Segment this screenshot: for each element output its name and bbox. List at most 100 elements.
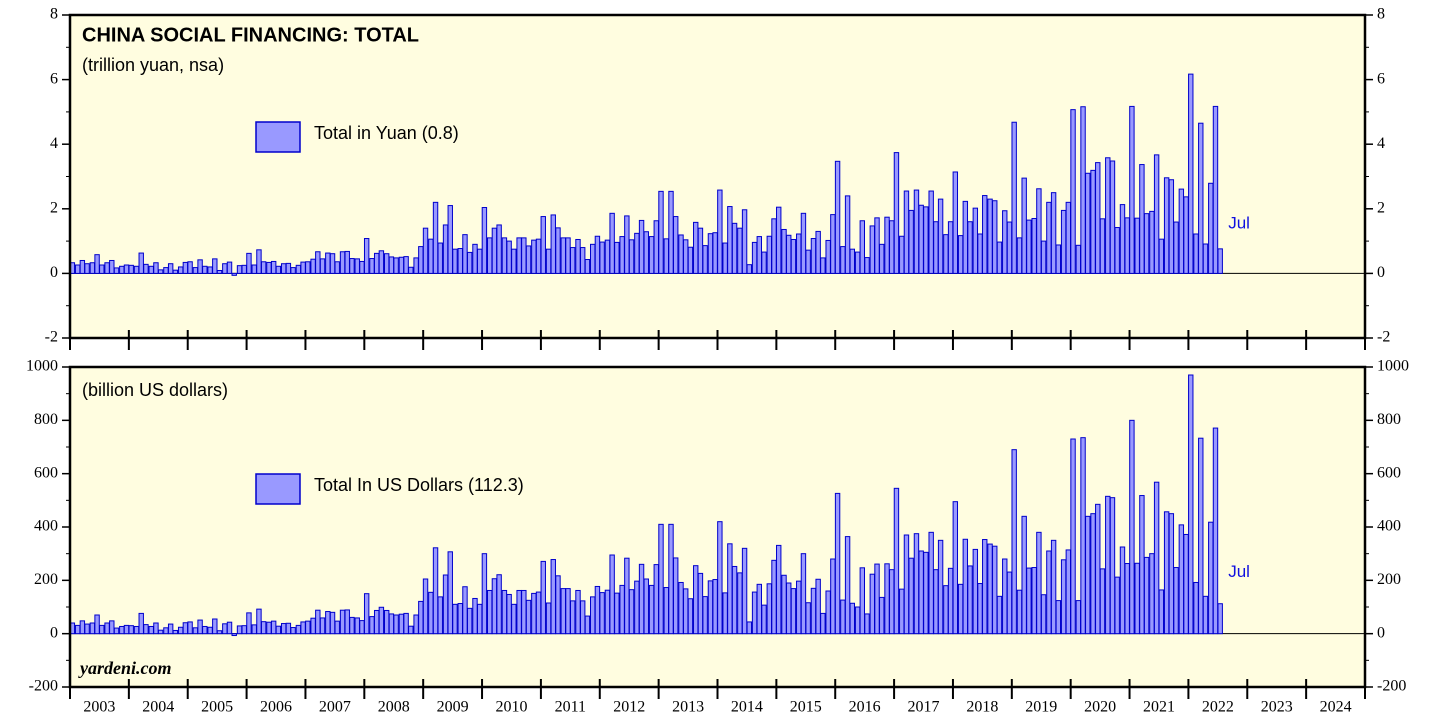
bar bbox=[310, 258, 316, 274]
bar bbox=[241, 264, 247, 274]
bar bbox=[531, 239, 537, 274]
bar bbox=[84, 263, 90, 274]
bar bbox=[972, 548, 979, 635]
x-tick-label: 2021 bbox=[1143, 699, 1175, 716]
bar bbox=[138, 252, 144, 274]
bar bbox=[442, 224, 449, 274]
y-tick-label: 6 bbox=[50, 70, 58, 87]
bar bbox=[849, 248, 855, 274]
bar bbox=[1208, 521, 1214, 635]
bar bbox=[761, 604, 767, 635]
x-tick-label: 2004 bbox=[142, 699, 174, 716]
bar bbox=[854, 606, 861, 635]
bar bbox=[501, 237, 508, 274]
bar bbox=[569, 247, 576, 274]
bar bbox=[457, 603, 463, 635]
bar bbox=[325, 252, 331, 274]
bar bbox=[501, 589, 508, 635]
bar bbox=[712, 579, 718, 635]
bar bbox=[1173, 221, 1179, 274]
bar bbox=[1153, 154, 1160, 274]
bar bbox=[369, 616, 375, 635]
bar bbox=[1065, 549, 1072, 635]
bar bbox=[992, 200, 998, 274]
bar bbox=[1183, 533, 1189, 635]
bar bbox=[280, 623, 287, 635]
bar bbox=[428, 238, 434, 274]
bar bbox=[584, 615, 591, 635]
x-tick-label: 2009 bbox=[437, 699, 469, 716]
bar bbox=[584, 259, 591, 274]
bar bbox=[418, 600, 424, 635]
bar bbox=[687, 246, 694, 274]
y-tick-label: 400 bbox=[34, 518, 58, 535]
bar bbox=[913, 533, 920, 635]
bar bbox=[663, 587, 669, 635]
bar bbox=[133, 265, 140, 274]
bar bbox=[1036, 531, 1042, 635]
bar bbox=[393, 257, 399, 274]
bar bbox=[565, 588, 571, 635]
bar bbox=[246, 612, 252, 635]
bar bbox=[1006, 221, 1013, 274]
bar bbox=[1036, 188, 1042, 274]
bar bbox=[511, 248, 517, 274]
bar bbox=[403, 612, 409, 635]
bar bbox=[771, 218, 777, 274]
bar bbox=[1080, 106, 1086, 274]
bar bbox=[1188, 73, 1194, 274]
bar bbox=[903, 190, 910, 274]
bar bbox=[354, 617, 360, 635]
bar bbox=[157, 629, 164, 635]
bar bbox=[231, 633, 237, 637]
bar bbox=[163, 627, 169, 635]
bar bbox=[761, 251, 767, 274]
bar bbox=[746, 621, 752, 635]
bar bbox=[1183, 196, 1189, 274]
bar bbox=[575, 589, 581, 635]
bar bbox=[349, 258, 355, 274]
bar bbox=[300, 621, 306, 635]
bar bbox=[933, 569, 939, 635]
bar bbox=[525, 245, 532, 274]
bar bbox=[869, 573, 876, 635]
bar bbox=[422, 578, 429, 635]
bar bbox=[506, 240, 512, 274]
bar bbox=[893, 152, 900, 274]
bar bbox=[781, 228, 787, 274]
bar bbox=[388, 256, 395, 274]
bar bbox=[707, 233, 714, 274]
x-tick-label: 2019 bbox=[1025, 699, 1057, 716]
bar bbox=[1119, 546, 1126, 635]
bar bbox=[491, 578, 498, 635]
bar bbox=[1065, 201, 1072, 274]
y-tick-label: 600 bbox=[1377, 464, 1401, 481]
bar bbox=[634, 580, 640, 635]
bar bbox=[1021, 515, 1027, 635]
bar bbox=[486, 589, 493, 635]
bar bbox=[1011, 121, 1017, 274]
bar bbox=[79, 259, 86, 274]
source: yardeni.com bbox=[78, 658, 172, 678]
bar bbox=[741, 209, 748, 274]
y-tick-label: 800 bbox=[34, 411, 58, 428]
bar bbox=[1055, 244, 1062, 274]
bar bbox=[820, 257, 826, 274]
bar bbox=[1134, 562, 1140, 635]
bar bbox=[874, 563, 880, 635]
bar bbox=[476, 248, 483, 274]
bar bbox=[1124, 563, 1130, 635]
bar bbox=[192, 267, 199, 274]
bar bbox=[466, 607, 473, 635]
bar bbox=[996, 241, 1003, 274]
bar bbox=[305, 261, 311, 274]
bar bbox=[683, 588, 689, 635]
bar bbox=[1134, 217, 1140, 274]
bar bbox=[1198, 437, 1204, 635]
bar bbox=[422, 227, 429, 274]
bar bbox=[580, 247, 586, 274]
bar bbox=[428, 591, 434, 635]
y-tick-label: 0 bbox=[1377, 264, 1385, 281]
bar bbox=[251, 624, 257, 635]
